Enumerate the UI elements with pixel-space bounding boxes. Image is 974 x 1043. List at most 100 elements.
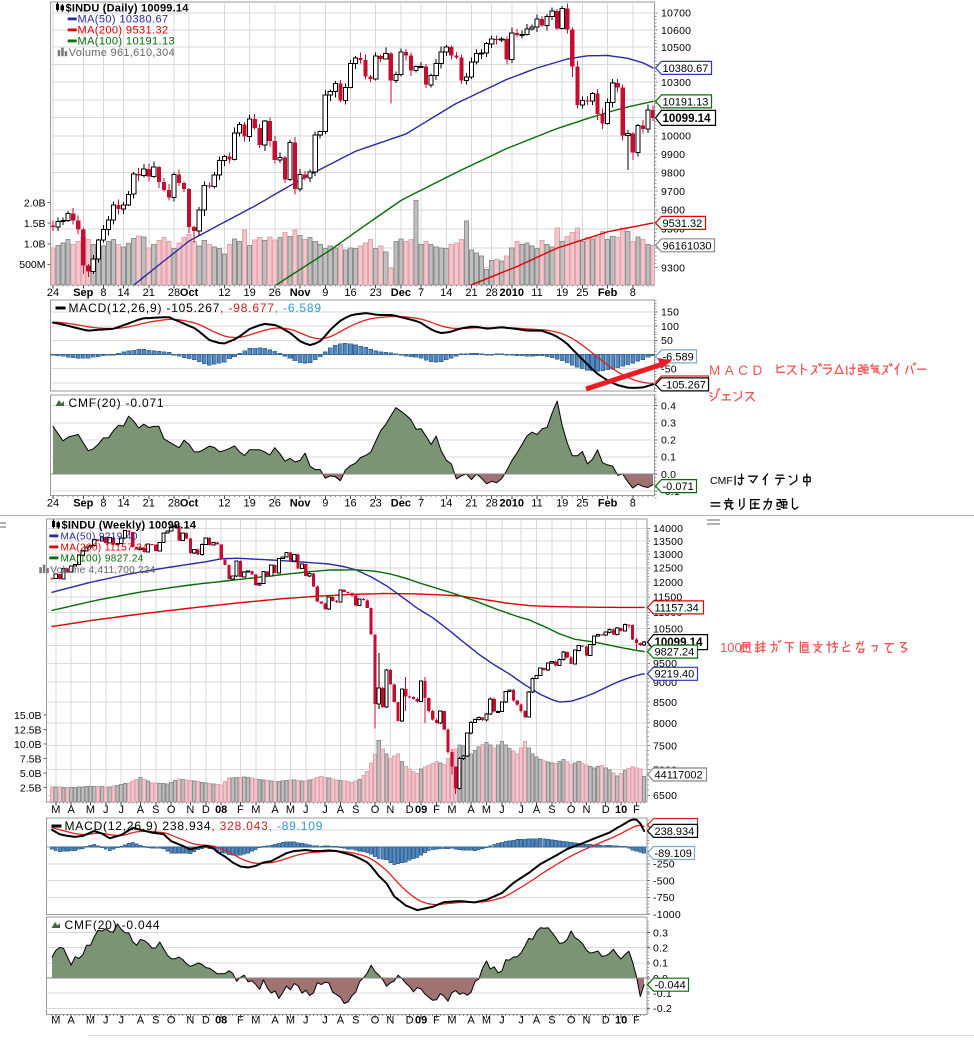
svg-text:Feb: Feb: [598, 498, 618, 510]
svg-text:Sep: Sep: [73, 498, 93, 510]
svg-text:N: N: [583, 1015, 591, 1027]
svg-text:9531.32: 9531.32: [663, 218, 703, 230]
svg-text:9219.40: 9219.40: [655, 669, 695, 681]
svg-text:19: 19: [556, 287, 568, 299]
svg-text:A: A: [68, 1015, 76, 1027]
svg-text:26: 26: [269, 287, 281, 299]
svg-text:500M: 500M: [19, 259, 45, 271]
svg-text:MA(100) 10191.13: MA(100) 10191.13: [78, 35, 176, 47]
svg-text:D: D: [202, 1015, 210, 1027]
svg-text:J: J: [103, 1015, 109, 1027]
svg-text:13500: 13500: [653, 536, 683, 548]
svg-text:10300: 10300: [661, 77, 691, 89]
svg-text:M: M: [447, 804, 456, 816]
svg-text:9: 9: [322, 287, 328, 299]
svg-text:21: 21: [465, 287, 477, 299]
svg-text:F: F: [433, 804, 440, 816]
svg-text:M: M: [286, 1015, 295, 1027]
svg-text:J: J: [303, 1015, 309, 1027]
svg-text:14: 14: [440, 498, 452, 510]
svg-text:10191.13: 10191.13: [663, 96, 709, 108]
svg-text:S: S: [548, 1015, 555, 1027]
svg-text:Dec: Dec: [391, 287, 411, 299]
svg-text:O: O: [167, 804, 176, 816]
svg-text:16: 16: [344, 287, 356, 299]
svg-text:0.2: 0.2: [661, 435, 676, 447]
svg-text:O: O: [371, 1015, 380, 1027]
svg-text:Oct: Oct: [180, 287, 199, 299]
svg-text:100: 100: [661, 321, 679, 333]
svg-text:J: J: [499, 1015, 505, 1027]
svg-text:12: 12: [218, 287, 230, 299]
svg-text:10: 10: [615, 1015, 627, 1027]
svg-text:S: S: [548, 804, 555, 816]
svg-text:28: 28: [168, 498, 180, 510]
svg-text:09: 09: [415, 804, 427, 816]
svg-text:-0.044: -0.044: [655, 980, 686, 992]
svg-text:19: 19: [243, 498, 255, 510]
svg-text:15.0B: 15.0B: [14, 710, 41, 722]
svg-text:A: A: [337, 804, 345, 816]
svg-text:-1000: -1000: [653, 909, 681, 921]
svg-text:5.0B: 5.0B: [20, 768, 42, 780]
svg-text:19: 19: [243, 287, 255, 299]
svg-text:12: 12: [218, 498, 230, 510]
svg-text:D: D: [406, 804, 414, 816]
svg-text:-250: -250: [653, 859, 675, 871]
svg-text:F: F: [433, 1015, 440, 1027]
svg-text:25: 25: [576, 287, 588, 299]
svg-text:19: 19: [556, 498, 568, 510]
svg-text:21: 21: [143, 498, 155, 510]
svg-text:44117002: 44117002: [655, 770, 703, 782]
svg-text:M: M: [482, 1015, 491, 1027]
svg-text:MA(50) 10380.67: MA(50) 10380.67: [78, 13, 169, 25]
svg-text:Nov: Nov: [290, 498, 312, 510]
svg-text:F: F: [633, 804, 640, 816]
svg-text:MA(200) 9531.32: MA(200) 9531.32: [78, 24, 169, 36]
svg-text:12.5B: 12.5B: [14, 724, 41, 736]
svg-text:M: M: [286, 804, 295, 816]
svg-text:13000: 13000: [653, 549, 683, 561]
svg-text:10600: 10600: [661, 25, 691, 37]
svg-text:24: 24: [47, 498, 59, 510]
svg-text:M: M: [51, 1015, 60, 1027]
svg-text:O: O: [371, 804, 380, 816]
svg-text:Volume 961,610,304: Volume 961,610,304: [69, 47, 175, 59]
svg-text:100: 100: [720, 640, 742, 655]
svg-text:9600: 9600: [661, 205, 685, 217]
svg-text:-500: -500: [653, 875, 675, 887]
svg-text:9800: 9800: [661, 167, 685, 179]
svg-text:N: N: [583, 804, 591, 816]
svg-text:0.1: 0.1: [653, 958, 668, 970]
svg-text:0.3: 0.3: [653, 927, 668, 939]
svg-text:S: S: [152, 1015, 159, 1027]
svg-text:9: 9: [322, 498, 328, 510]
svg-text:21: 21: [143, 287, 155, 299]
svg-text:S: S: [352, 804, 359, 816]
svg-text:J: J: [499, 804, 505, 816]
svg-text:9300: 9300: [661, 262, 685, 274]
svg-text:23: 23: [370, 498, 382, 510]
svg-text:J: J: [103, 804, 109, 816]
svg-text:96161030: 96161030: [663, 240, 712, 252]
svg-text:-750: -750: [653, 892, 675, 904]
svg-text:Feb: Feb: [598, 287, 618, 299]
svg-text:8: 8: [630, 287, 636, 299]
svg-text:D: D: [602, 804, 610, 816]
svg-text:MA(100) 9827.24: MA(100) 9827.24: [61, 553, 144, 564]
svg-text:10380.67: 10380.67: [663, 63, 709, 75]
svg-text:2010: 2010: [500, 498, 524, 510]
svg-text:S: S: [152, 804, 159, 816]
svg-text:09: 09: [415, 1015, 427, 1027]
svg-text:9827.24: 9827.24: [655, 647, 695, 659]
svg-text:0.1: 0.1: [661, 452, 676, 464]
svg-text:A: A: [271, 804, 279, 816]
svg-text:-0.2: -0.2: [653, 1003, 672, 1015]
svg-text:N: N: [186, 1015, 194, 1027]
svg-text:J: J: [118, 1015, 124, 1027]
svg-text:50: 50: [661, 335, 673, 347]
svg-text:F: F: [237, 1015, 244, 1027]
svg-text:Sep: Sep: [73, 287, 93, 299]
svg-text:1.5B: 1.5B: [24, 218, 46, 230]
svg-text:CMF(20) -0.044: CMF(20) -0.044: [65, 918, 161, 932]
